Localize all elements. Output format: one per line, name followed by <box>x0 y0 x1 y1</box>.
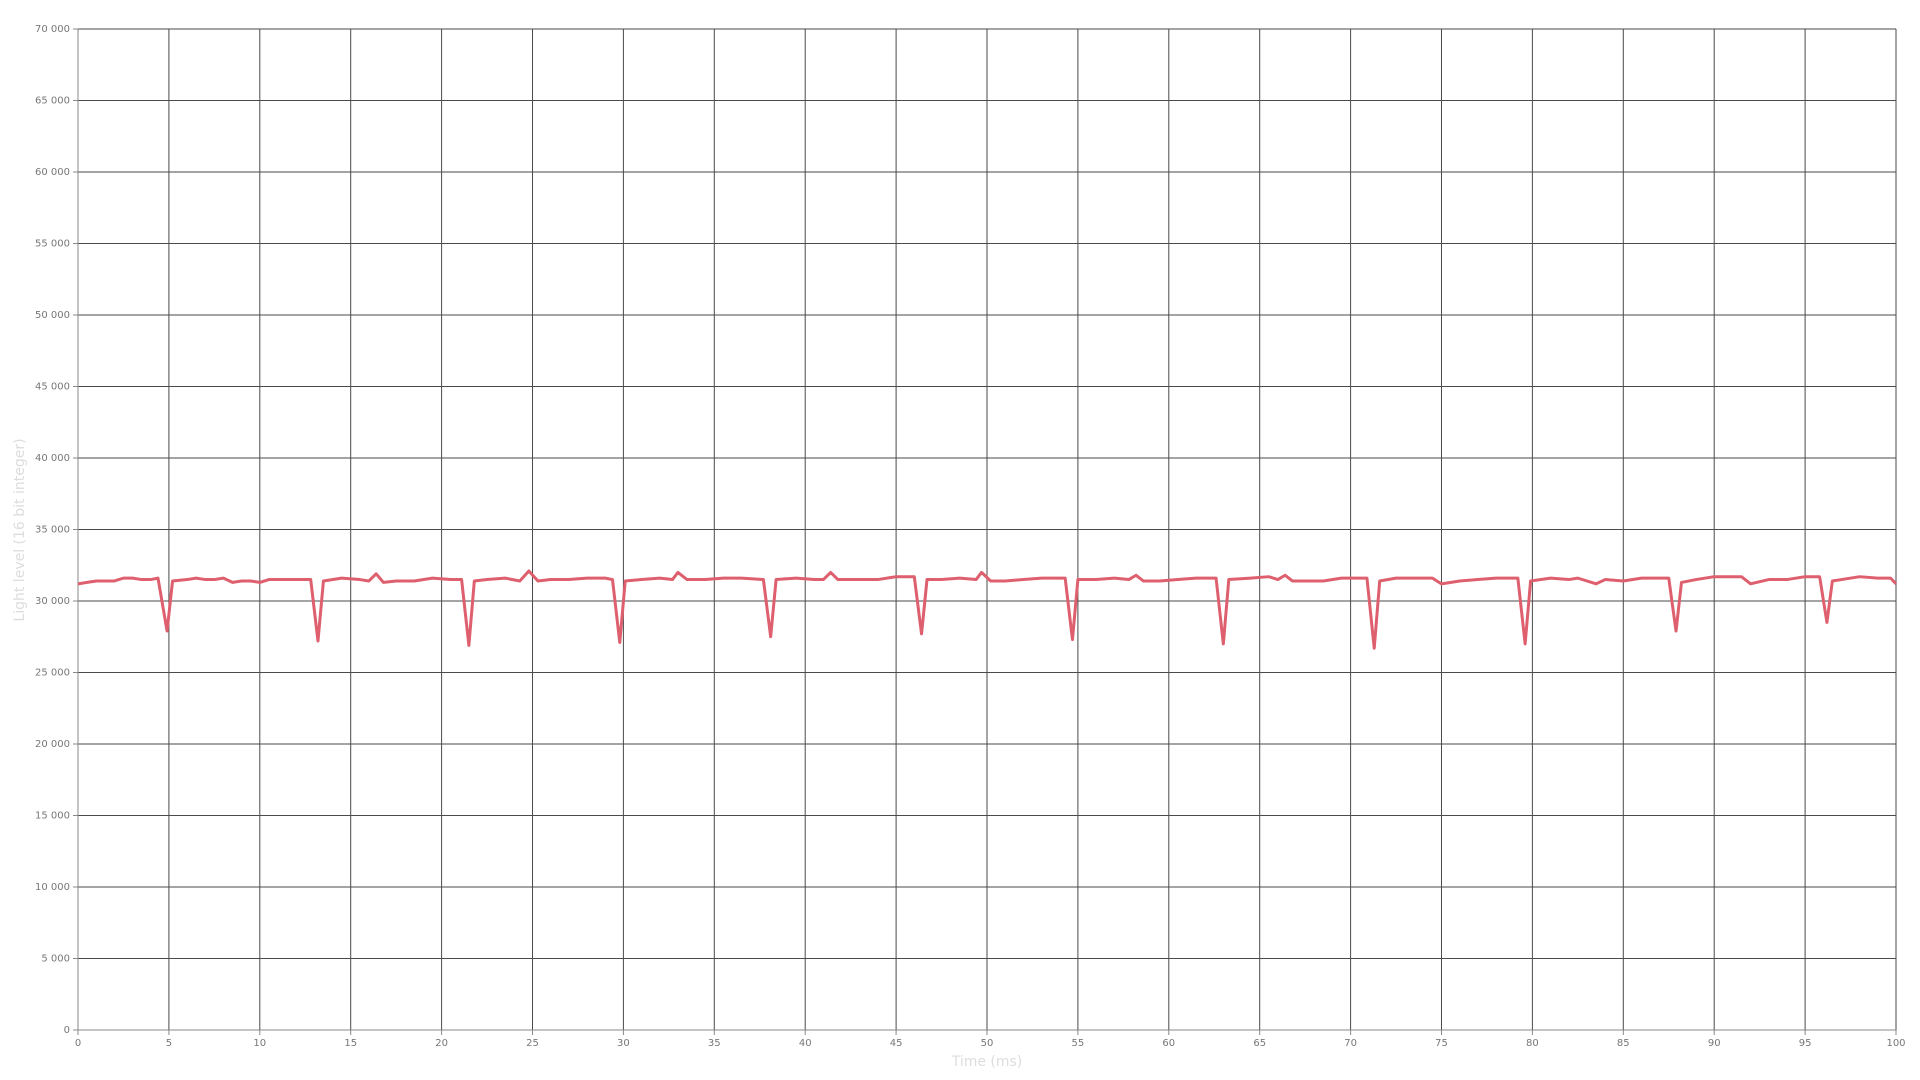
x-tick-label: 5 <box>166 1038 172 1049</box>
x-tick-label: 25 <box>526 1038 539 1049</box>
x-tick-label: 15 <box>344 1038 357 1049</box>
y-tick-label: 30 000 <box>35 596 70 607</box>
y-tick-label: 20 000 <box>35 739 70 750</box>
x-tick-label: 55 <box>1072 1038 1085 1049</box>
y-tick-label: 25 000 <box>35 668 70 679</box>
x-tick-label: 10 <box>253 1038 266 1049</box>
x-axis-title: Time (ms) <box>951 1054 1023 1070</box>
x-tick-label: 65 <box>1253 1038 1266 1049</box>
x-tick-label: 60 <box>1162 1038 1175 1049</box>
y-axis-title: Light level (16 bit integer) <box>12 438 28 621</box>
x-tick-label: 0 <box>75 1038 81 1049</box>
x-tick-label: 50 <box>981 1038 994 1049</box>
x-tick-label: 40 <box>799 1038 812 1049</box>
y-tick-label: 50 000 <box>35 310 70 321</box>
y-tick-label: 55 000 <box>35 239 70 250</box>
x-tick-label: 45 <box>890 1038 903 1049</box>
y-tick-label: 40 000 <box>35 453 70 464</box>
y-tick-label: 0 <box>64 1025 70 1036</box>
y-tick-label: 60 000 <box>35 167 70 178</box>
y-tick-label: 35 000 <box>35 525 70 536</box>
y-tick-label: 65 000 <box>35 96 70 107</box>
x-tick-label: 80 <box>1526 1038 1539 1049</box>
x-tick-label: 70 <box>1344 1038 1357 1049</box>
y-tick-label: 15 000 <box>35 811 70 822</box>
x-tick-label: 95 <box>1799 1038 1812 1049</box>
y-tick-label: 45 000 <box>35 382 70 393</box>
x-tick-label: 100 <box>1886 1038 1905 1049</box>
x-tick-label: 20 <box>435 1038 448 1049</box>
x-tick-label: 30 <box>617 1038 630 1049</box>
x-tick-label: 35 <box>708 1038 721 1049</box>
y-tick-label: 70 000 <box>35 24 70 35</box>
x-tick-label: 90 <box>1708 1038 1721 1049</box>
x-tick-label: 75 <box>1435 1038 1448 1049</box>
data-line <box>77 569 1898 650</box>
x-tick-label: 85 <box>1617 1038 1630 1049</box>
y-tick-label: 5 000 <box>41 954 70 965</box>
y-tick-label: 10 000 <box>35 882 70 893</box>
